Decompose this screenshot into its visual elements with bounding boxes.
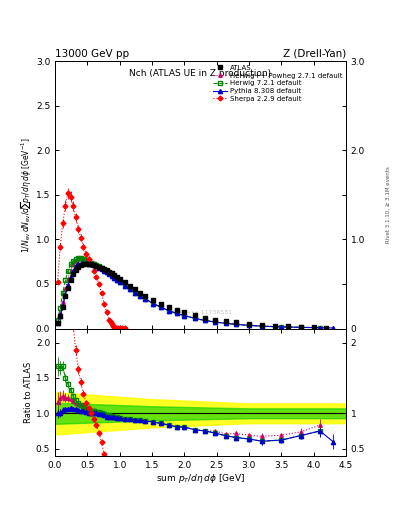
Legend: ATLAS, Herwig++ Powheg 2.7.1 default, Herwig 7.2.1 default, Pythia 8.308 default: ATLAS, Herwig++ Powheg 2.7.1 default, He… xyxy=(212,63,344,103)
Y-axis label: $1/N_{\rm ev}\,dN_{\rm ev}/d\!\sum\!p_T/d\eta\,d\phi\;[\rm GeV^{-1}]$: $1/N_{\rm ev}\,dN_{\rm ev}/d\!\sum\!p_T/… xyxy=(19,137,33,253)
Text: Z (Drell-Yan): Z (Drell-Yan) xyxy=(283,49,346,59)
Y-axis label: Ratio to ATLAS: Ratio to ATLAS xyxy=(24,361,33,423)
Text: Nch (ATLAS UE in Z production): Nch (ATLAS UE in Z production) xyxy=(129,70,272,78)
Text: ATLAS••• 11736531: ATLAS••• 11736531 xyxy=(169,310,232,315)
X-axis label: sum $p_T/d\eta\,d\phi$ [GeV]: sum $p_T/d\eta\,d\phi$ [GeV] xyxy=(156,472,245,485)
Text: 13000 GeV pp: 13000 GeV pp xyxy=(55,49,129,59)
Text: Rivet 3.1.10, ≥ 3.1M events: Rivet 3.1.10, ≥ 3.1M events xyxy=(386,166,391,243)
